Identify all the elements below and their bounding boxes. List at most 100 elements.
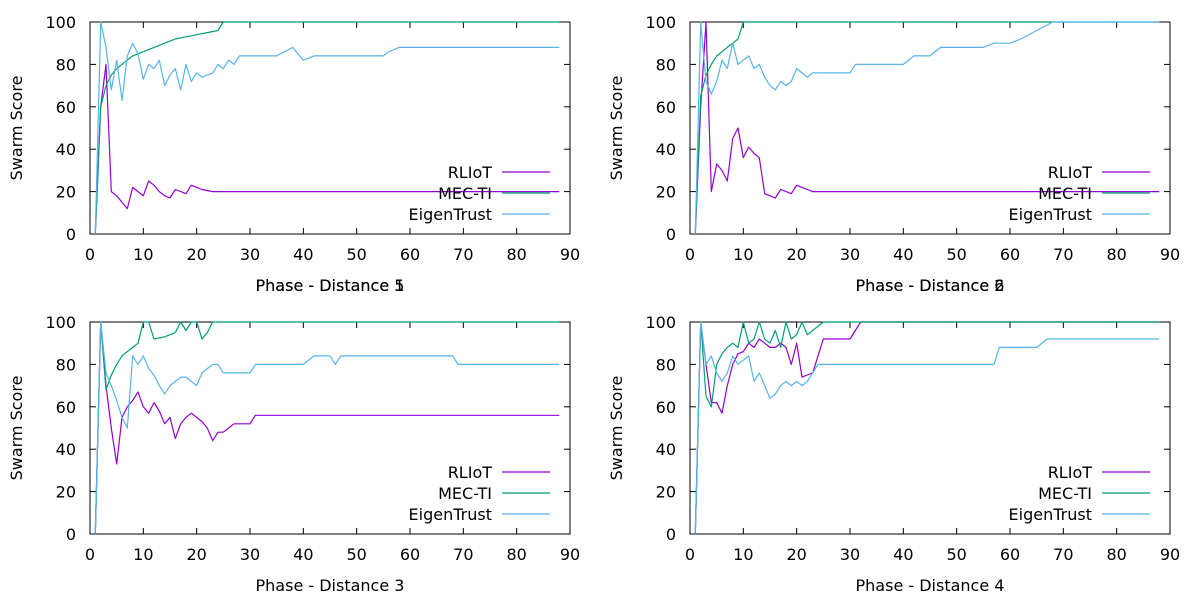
x-tick-label: 70 (453, 545, 473, 564)
y-tick-label: 0 (66, 225, 76, 244)
y-tick-label: 0 (666, 525, 676, 544)
x-tick-label: 30 (240, 545, 260, 564)
x-tick-label: 30 (240, 245, 260, 264)
chart-panel-3: 0 10 20 30 40 50 60 70 80 90 0 20 40 60 80 100 Phase - D… (7, 313, 580, 595)
x-tick-label: 20 (786, 245, 806, 264)
x-tick-label: 0 (85, 545, 95, 564)
y-tick-label: 40 (56, 440, 76, 459)
x-tick-label: 50 (946, 545, 966, 564)
y-tick-label: 80 (656, 55, 676, 74)
x-tick-label: 80 (506, 245, 526, 264)
y-tick-label: 20 (656, 483, 676, 502)
legend-label: RLIoT (448, 463, 493, 482)
y-tick-label: 60 (56, 398, 76, 417)
y-tick-label: 80 (656, 355, 676, 374)
x-axis-label: Phase - Distance 2 (856, 276, 1005, 295)
legend-label: MEC-TI (438, 184, 492, 203)
series-line-rliot (694, 321, 1160, 535)
x-tick-label: 40 (893, 245, 913, 264)
y-axis-label: Swarm Score (7, 376, 26, 481)
x-tick-label: 30 (840, 245, 860, 264)
x-tick-label: 60 (400, 545, 420, 564)
y-tick-label: 60 (656, 398, 676, 417)
y-tick-label: 100 (45, 13, 76, 32)
legend-label: RLIoT (448, 163, 493, 182)
x-tick-label: 30 (840, 545, 860, 564)
x-tick-label: 70 (1053, 545, 1073, 564)
plot-frame (89, 321, 571, 535)
y-axis-label: Swarm Score (607, 376, 626, 481)
y-tick-label: 20 (56, 183, 76, 202)
x-tick-label: 70 (453, 245, 473, 264)
series-line-rliot (94, 321, 560, 535)
x-axis-label: Phase - Distance 3 (256, 576, 405, 595)
x-tick-label: 10 (133, 545, 153, 564)
x-tick-label: 10 (733, 545, 753, 564)
y-tick-label: 80 (56, 355, 76, 374)
series-line-eigentrust (694, 321, 1160, 535)
plot-frame (89, 21, 571, 235)
legend-label: MEC-TI (438, 484, 492, 503)
x-tick-label: 80 (1106, 245, 1126, 264)
y-tick-label: 0 (666, 225, 676, 244)
y-axis-label: Swarm Score (607, 76, 626, 181)
x-tick-label: 0 (685, 245, 695, 264)
y-axis-label: Swarm Score (7, 76, 26, 181)
y-tick-label: 60 (656, 98, 676, 117)
y-tick-label: 60 (56, 98, 76, 117)
x-tick-label: 90 (1160, 545, 1180, 564)
x-tick-label: 10 (733, 245, 753, 264)
y-tick-label: 40 (656, 440, 676, 459)
y-tick-label: 40 (56, 140, 76, 159)
legend-label: RLIoT (1048, 163, 1093, 182)
series-line-mec-ti (694, 21, 1160, 235)
series-line-eigentrust (94, 21, 560, 235)
series-line-mec-ti (694, 321, 1160, 535)
x-tick-label: 40 (893, 545, 913, 564)
series-line-mec-ti (94, 21, 560, 235)
y-tick-label: 20 (56, 483, 76, 502)
x-tick-label: 90 (560, 245, 580, 264)
x-tick-label: 20 (186, 545, 206, 564)
x-tick-label: 20 (186, 245, 206, 264)
x-tick-label: 0 (85, 245, 95, 264)
x-tick-label: 50 (346, 245, 366, 264)
y-tick-label: 100 (645, 13, 676, 32)
x-tick-label: 90 (1160, 245, 1180, 264)
legend-label: EigenTrust (1009, 505, 1092, 524)
y-tick-label: 0 (66, 525, 76, 544)
series-line-eigentrust (694, 21, 1160, 235)
x-tick-label: 90 (560, 545, 580, 564)
x-tick-label: 40 (293, 545, 313, 564)
x-tick-label: 0 (685, 545, 695, 564)
y-tick-label: 100 (45, 313, 76, 332)
y-tick-label: 100 (645, 313, 676, 332)
x-tick-label: 80 (1106, 545, 1126, 564)
plot-frame (689, 321, 1171, 535)
chart-panel-1: 0 10 20 30 40 50 60 70 80 90 0 20 40 60 80 100 Phase - D… (7, 13, 580, 295)
x-axis-label-overlay: Phase - Distance 5 (256, 276, 405, 295)
legend-label: MEC-TI (1038, 484, 1092, 503)
y-tick-label: 20 (656, 183, 676, 202)
legend-label: MEC-TI (1038, 184, 1092, 203)
x-tick-label: 50 (946, 245, 966, 264)
series-line-mec-ti (94, 321, 560, 535)
x-tick-label: 60 (1000, 245, 1020, 264)
legend-label: EigenTrust (409, 505, 492, 524)
x-axis-label: Phase - Distance 4 (856, 576, 1005, 595)
y-tick-label: 80 (56, 55, 76, 74)
chart-panel-4: 0 10 20 30 40 50 60 70 80 90 0 20 40 60 80 100 Phase - D… (607, 313, 1180, 595)
plot-frame (689, 21, 1171, 235)
series-line-eigentrust (94, 321, 560, 535)
x-tick-label: 60 (400, 245, 420, 264)
x-tick-label: 70 (1053, 245, 1073, 264)
series-line-rliot (694, 21, 1160, 235)
legend-label: RLIoT (1048, 463, 1093, 482)
series-line-rliot (94, 63, 560, 235)
y-tick-label: 40 (656, 140, 676, 159)
legend-label: EigenTrust (409, 205, 492, 224)
x-tick-label: 80 (506, 545, 526, 564)
x-tick-label: 20 (786, 545, 806, 564)
legend-label: EigenTrust (1009, 205, 1092, 224)
